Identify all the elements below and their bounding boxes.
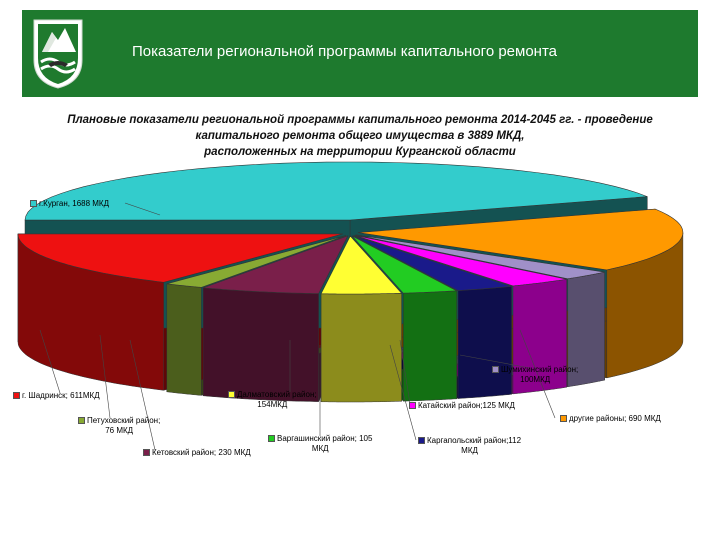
pie-slice: [357, 208, 684, 271]
header-bar: Показатели региональной программы капита…: [22, 10, 698, 97]
pie-slice-side: [403, 290, 457, 402]
pie-slice: [354, 234, 567, 287]
pie-slice: [320, 235, 403, 295]
pie-slice-side: [202, 287, 319, 402]
leader-line: [399, 339, 411, 405]
pie-slice: [351, 235, 458, 294]
leader-line: [124, 202, 161, 216]
pie-slice: [353, 235, 512, 291]
header-title: Показатели региональной программы капита…: [132, 43, 557, 60]
label-vargashi: Варгашинский район; 105 МКД: [268, 434, 372, 454]
chart-title-line: Плановые показатели региональной програм…: [67, 114, 653, 126]
chart-title-line: расположенных на территории Курганской о…: [204, 146, 516, 158]
chart-title: Плановые показатели региональной програм…: [30, 112, 690, 160]
pie-slice: [166, 235, 347, 288]
label-shadrinsk: г. Шадринск; 611МКД: [13, 391, 100, 401]
pie-slice: [17, 233, 344, 283]
pie-slice-side: [166, 283, 202, 396]
pie-slice: [355, 234, 605, 280]
leader-line: [39, 329, 61, 394]
label-kargapolye: Каргапольский район;112 МКД: [418, 436, 521, 456]
pie-slice: [24, 161, 648, 221]
label-petukhovo: Петуховский район; 76 МКД: [78, 416, 160, 436]
pie-slice: [202, 235, 349, 294]
label-kataysk: Катайский район;125 МКД: [409, 401, 515, 411]
label-other: другие районы; 690 МКД: [560, 414, 661, 424]
label-dalmatovo: Далматовский район; 154МКД: [228, 390, 317, 410]
coat-of-arms-icon: [33, 19, 83, 89]
leader-line: [519, 329, 556, 419]
label-shumikha: Шумихинский район; 100МКД: [492, 365, 578, 385]
pie-slice-side: [320, 293, 402, 403]
leader-line: [459, 354, 531, 369]
leader-line: [389, 344, 417, 441]
chart-title-line: капитального ремонта общего имущества в …: [195, 130, 525, 142]
label-kurgan: г.Курган, 1688 МКД: [30, 199, 109, 209]
leader-line: [99, 334, 111, 419]
label-ketovo: Кетовский район; 230 МКД: [143, 448, 251, 458]
leader-line: [129, 339, 156, 451]
